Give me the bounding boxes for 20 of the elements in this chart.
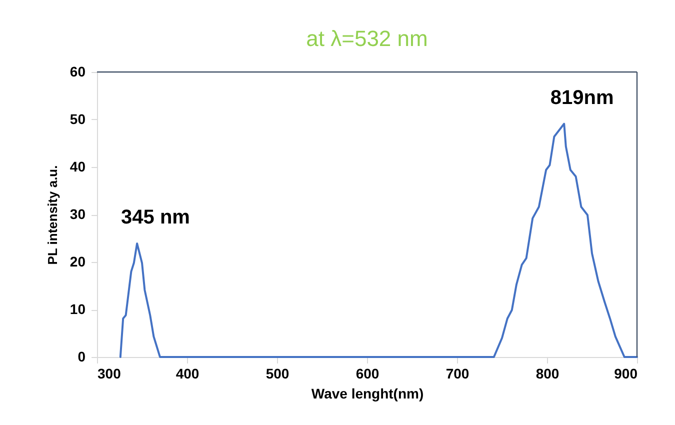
y-tick-label: 0	[78, 348, 86, 364]
annotation: 345 nm	[121, 206, 190, 228]
x-tick-label: 700	[446, 366, 470, 382]
x-tick-label: 900	[614, 366, 638, 382]
y-tick-label: 40	[70, 158, 86, 174]
x-tick-label: 600	[356, 366, 380, 382]
y-tick-label: 20	[70, 254, 86, 270]
y-tick-label: 60	[70, 64, 86, 80]
line-series	[119, 122, 638, 358]
x-tick-label: 300	[98, 366, 122, 382]
x-tick-label: 400	[176, 366, 200, 382]
x-axis-title: Wave lenght(nm)	[311, 386, 424, 402]
y-axis-title: PL intensity a.u.	[44, 165, 60, 265]
y-tick-label: 10	[70, 301, 86, 317]
y-tick-label: 50	[70, 111, 86, 127]
y-tick-label: 30	[70, 206, 86, 222]
chart-title: at λ=532 nm	[306, 26, 428, 51]
x-tick-label: 500	[266, 366, 290, 382]
x-tick-label: 800	[536, 366, 560, 382]
annotation: 819nm	[550, 86, 614, 109]
